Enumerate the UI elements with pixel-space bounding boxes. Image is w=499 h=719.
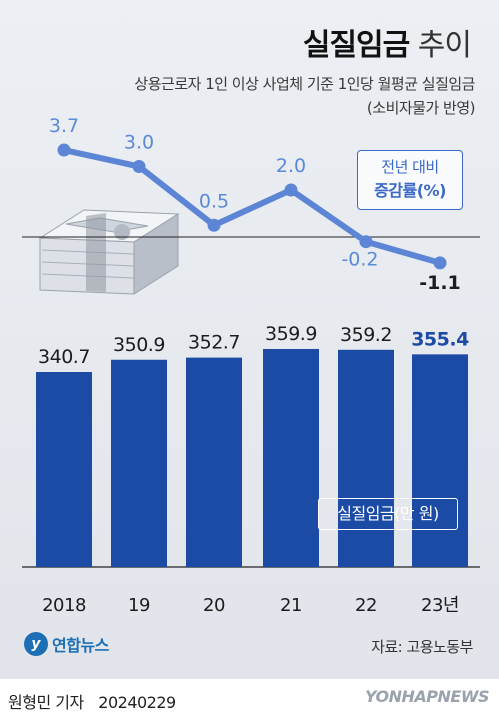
chart-svg: 340.7 2018 350.9 19 352.7 20 359.9 21 359.2 22 355… <box>22 115 480 616</box>
rate-point-2 <box>207 218 221 232</box>
title-strong: 실질임금 <box>302 28 410 63</box>
yonhap-logo-icon: y <box>24 632 48 656</box>
bar-value-label-1: 350.9 <box>113 334 165 356</box>
rate-value-label-1: 3.0 <box>124 132 154 154</box>
x-tick-label-1: 19 <box>128 595 150 616</box>
money-stack-icon <box>38 209 180 295</box>
rate-point-0 <box>57 143 71 157</box>
bar-1 <box>111 359 167 567</box>
rate-value-label-5: -1.1 <box>419 272 461 294</box>
rate-legend-line1: 전년 대비 <box>381 158 439 176</box>
bar-value-label-4: 359.2 <box>340 324 392 346</box>
title-light: 추이 <box>417 28 472 63</box>
x-tick-label-2: 20 <box>203 595 225 616</box>
rate-legend-line2: 증감률(%) <box>374 181 446 200</box>
x-tick-label-5: 23년 <box>421 595 459 616</box>
rate-legend: 전년 대비 증감률(%) <box>357 150 463 210</box>
rate-value-label-4: -0.2 <box>341 249 378 271</box>
bar-3 <box>263 348 319 567</box>
x-tick-label-4: 22 <box>355 595 377 616</box>
source-note: 자료: 고용노동부 <box>371 638 473 656</box>
bar-value-label-3: 359.9 <box>265 323 317 345</box>
yonhap-logo: y 연합뉴스 <box>24 632 109 656</box>
bar-2 <box>186 357 242 567</box>
reporter-name: 원형민 기자 <box>8 693 84 712</box>
rate-point-1 <box>132 160 146 173</box>
bar-value-label-0: 340.7 <box>38 346 90 368</box>
subtitle-line2: (소비자물가 반영) <box>366 99 476 117</box>
rate-point-4 <box>359 235 373 249</box>
reporter-line: 원형민 기자 20240229 <box>8 689 176 713</box>
bar-0 <box>36 372 92 567</box>
x-tick-label-3: 21 <box>280 595 302 616</box>
chart-subtitle: 상용근로자 1인 이상 사업체 기준 1인당 월평균 실질임금 (소비자물가 반… <box>134 72 475 120</box>
chart-panel: 실질임금 추이 상용근로자 1인 이상 사업체 기준 1인당 월평균 실질임금 … <box>0 0 499 679</box>
yonhap-logo-text: 연합뉴스 <box>52 636 109 655</box>
bar-value-label-2: 352.7 <box>188 332 240 354</box>
rate-point-3 <box>284 183 298 197</box>
chart-title: 실질임금 추이 <box>302 20 472 64</box>
watermark: YONHAPNEWS <box>365 687 490 706</box>
bar-4 <box>338 349 394 567</box>
footer: 원형민 기자 20240229 YONHAPNEWS <box>0 679 499 719</box>
rate-value-label-2: 0.5 <box>199 190 229 212</box>
rate-line <box>61 147 443 266</box>
bar-value-label-5: 355.4 <box>411 328 469 350</box>
subtitle-line1: 상용근로자 1인 이상 사업체 기준 1인당 월평균 실질임금 <box>134 75 475 93</box>
rate-value-label-0: 3.7 <box>49 115 79 137</box>
x-tick-label-0: 2018 <box>42 595 86 616</box>
rate-value-label-3: 2.0 <box>276 155 306 177</box>
publish-date: 20240229 <box>98 693 176 712</box>
rate-point-5 <box>433 256 447 270</box>
bar-5 <box>412 354 468 567</box>
bar-legend: 실질임금(만 원) <box>318 498 458 530</box>
